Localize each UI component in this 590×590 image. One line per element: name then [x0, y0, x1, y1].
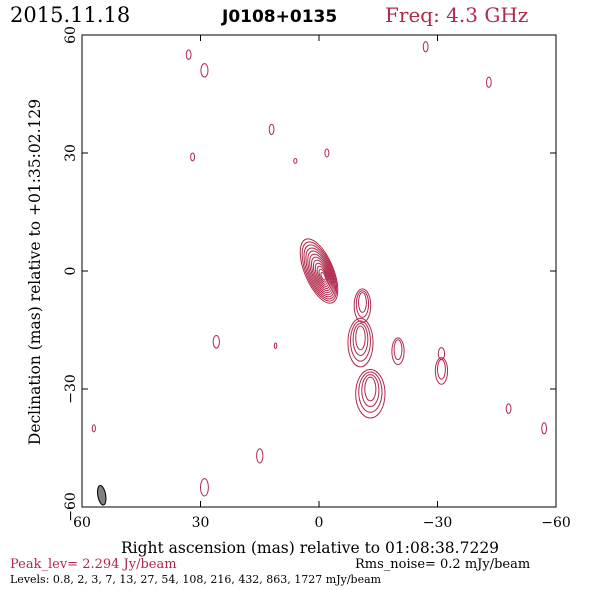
axis-ticks: 60 30 0 −30 −60 −60 −30 0 30 60	[63, 26, 571, 531]
jet-contour	[355, 368, 386, 419]
core-contour	[320, 271, 326, 281]
noise-contour	[212, 334, 220, 349]
observation-date: 2015.11.18	[10, 3, 130, 27]
core-contour	[316, 265, 329, 285]
noise-contour	[268, 123, 275, 136]
noise-contour	[541, 422, 548, 435]
noise-contour	[485, 76, 492, 88]
jet-contour	[437, 358, 446, 380]
source-name: J0108+0135	[221, 7, 337, 27]
jet-contour	[434, 357, 449, 385]
noise-contour	[505, 403, 512, 414]
core-contour	[309, 253, 333, 294]
y-tick-label: 60	[63, 26, 79, 44]
core-contour	[307, 250, 334, 296]
contour-levels: Levels: 0.8, 2, 3, 7, 13, 27, 54, 108, 2…	[10, 573, 382, 586]
frequency-label: Freq: 4.3 GHz	[385, 3, 528, 27]
noise-contour	[256, 448, 264, 464]
noise-contour	[273, 342, 278, 349]
rms-noise: Rms_noise= 0.2 mJy/beam	[355, 557, 530, 572]
beam-ellipse	[96, 484, 107, 506]
x-tick-label: 0	[315, 515, 324, 531]
noise-contour	[91, 424, 96, 433]
y-tick-label: −30	[63, 374, 79, 404]
x-tick-label: 60	[73, 515, 91, 531]
core-contour	[303, 244, 337, 300]
noise-contour	[437, 347, 446, 361]
core-contour	[301, 241, 338, 302]
jet-contour	[358, 292, 367, 313]
noise-contour	[422, 41, 429, 53]
jet-contour	[364, 376, 377, 402]
noise-contour	[190, 152, 196, 162]
y-tick-label: 0	[63, 267, 79, 276]
jet-contour	[391, 337, 405, 366]
y-tick-label: −60	[63, 492, 79, 522]
noise-contour	[200, 63, 209, 78]
core-contour	[318, 268, 328, 283]
x-tick-label: 30	[192, 515, 210, 531]
noise-contour	[293, 157, 298, 164]
noise-contour	[185, 49, 192, 60]
core-contour	[299, 238, 339, 304]
jet-contour	[355, 325, 366, 351]
noise-contour	[324, 148, 330, 158]
core-contour	[312, 259, 331, 289]
core-contour	[305, 247, 335, 298]
jet-contour	[361, 374, 380, 408]
jet-contour	[355, 290, 370, 318]
jet-contour	[393, 339, 403, 361]
y-tick-label: 30	[63, 144, 79, 162]
jet-contour	[358, 371, 383, 413]
peak-level: Peak_lev= 2.294 Jy/beam	[10, 557, 177, 572]
jet-contour	[347, 317, 374, 368]
jet-contour	[350, 320, 371, 362]
noise-contour	[200, 478, 209, 497]
contour-layer	[91, 41, 548, 506]
x-tick-label: −60	[541, 515, 571, 531]
jet-contour	[352, 322, 369, 356]
x-axis-label: Right ascension (mas) relative to 01:08:…	[121, 539, 499, 557]
jet-contour	[353, 288, 372, 323]
core-contour	[314, 262, 330, 287]
x-tick-label: −30	[423, 515, 453, 531]
core-contour	[311, 256, 332, 292]
y-axis-label: Declination (mas) relative to +01:35:02.…	[26, 99, 44, 445]
